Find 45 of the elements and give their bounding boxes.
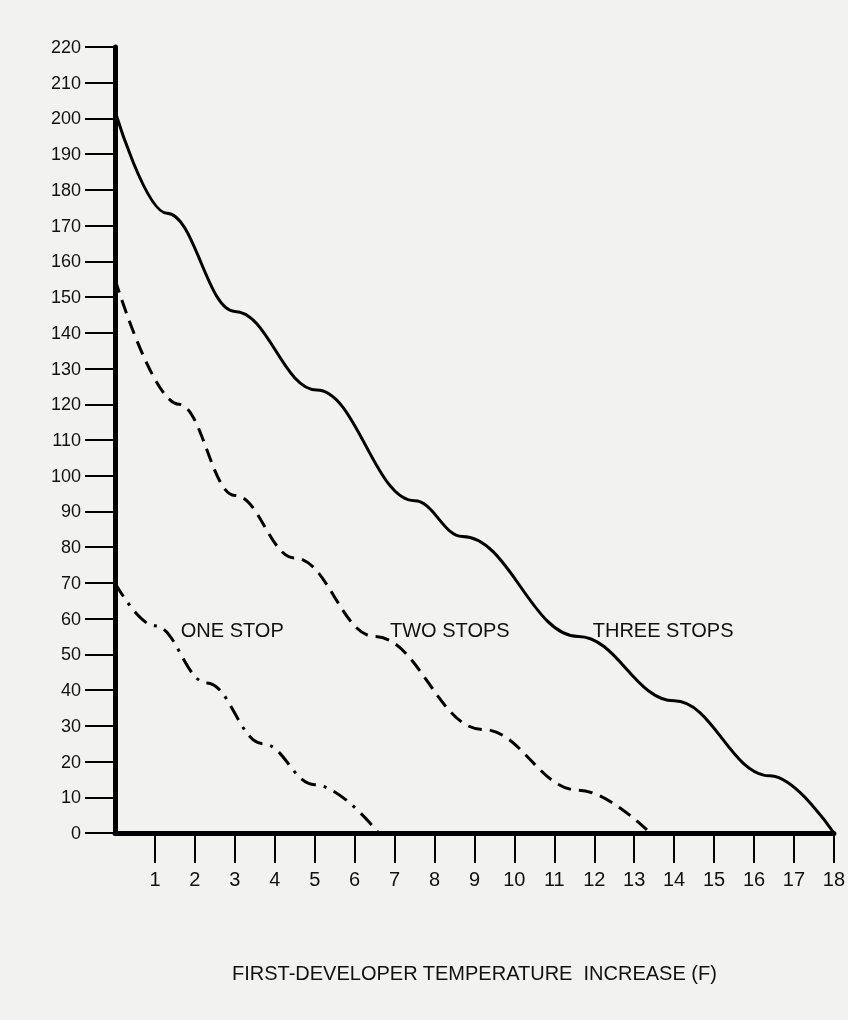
y-tick-label: 60 — [60, 608, 81, 629]
x-tick-label: 10 — [503, 868, 526, 890]
x-tick-label: 12 — [583, 868, 606, 890]
x-axis-title: FIRST-DEVELOPER TEMPERATURE INCREASE (F) — [231, 962, 717, 984]
x-tick-label: 9 — [468, 868, 480, 890]
x-tick-label: 8 — [428, 868, 441, 890]
y-tick-label: 160 — [50, 251, 81, 272]
y-tick-label: 200 — [50, 108, 81, 129]
x-tick-label: 4 — [269, 868, 281, 890]
x-tick-label: 14 — [663, 868, 686, 890]
y-tick-label: 140 — [50, 322, 81, 343]
x-tick-label: 17 — [782, 868, 806, 890]
series-label: THREE STOPS — [592, 619, 734, 641]
x-tick-label: 18 — [822, 868, 845, 890]
y-tick-label: 130 — [50, 358, 81, 379]
y-tick-label: 80 — [60, 537, 81, 558]
y-tick-label: 120 — [50, 394, 81, 415]
y-tick-label: 100 — [50, 465, 81, 486]
y-tick-label: 40 — [60, 680, 81, 701]
y-tick-label: 20 — [60, 751, 81, 772]
x-tick-label: 7 — [389, 868, 401, 890]
x-tick-label: 15 — [702, 868, 726, 890]
x-tick-label: 1 — [149, 868, 161, 890]
y-tick-label: 170 — [50, 215, 81, 236]
series-label: TWO STOPS — [389, 619, 510, 641]
y-tick-label: 110 — [52, 430, 81, 450]
x-tick-label: 5 — [309, 868, 321, 890]
x-tick-label: 16 — [742, 868, 766, 890]
y-tick-label: 10 — [60, 787, 81, 808]
y-tick-label: 30 — [60, 715, 81, 736]
y-tick-label: 150 — [50, 287, 81, 308]
y-tick-label: 180 — [50, 179, 81, 200]
y-tick-label: 0 — [70, 823, 81, 843]
x-tick-label: 2 — [189, 868, 201, 890]
x-tick-label: 13 — [623, 868, 646, 890]
y-tick-label: 70 — [60, 572, 81, 593]
y-tick-label: 210 — [50, 72, 81, 93]
series-label: ONE STOP — [180, 619, 284, 641]
x-tick-label: 6 — [349, 868, 361, 890]
y-tick-label: 50 — [60, 644, 81, 665]
x-tick-label: 11 — [543, 868, 565, 890]
y-tick-label: 90 — [60, 501, 81, 522]
x-tick-label: 3 — [229, 868, 241, 890]
y-tick-label: 190 — [50, 144, 81, 165]
y-tick-label: 220 — [50, 37, 81, 57]
